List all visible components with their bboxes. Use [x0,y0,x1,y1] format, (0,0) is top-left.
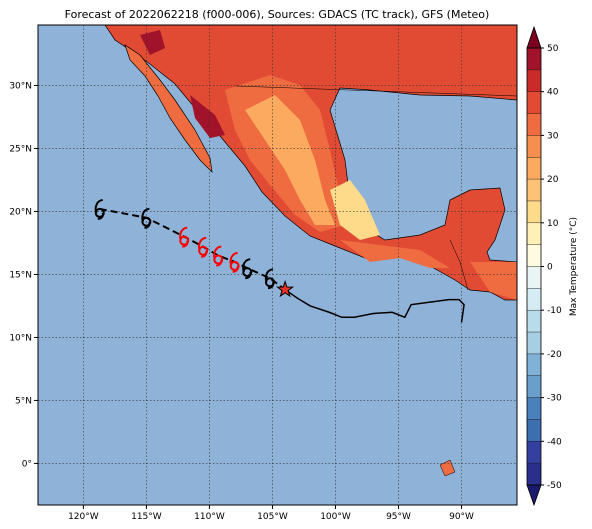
colorbar-segment [527,288,541,311]
temperature-region [330,180,380,240]
cyclone-symbol [179,226,190,248]
colorbar-segment [527,113,541,136]
colorbar-tick-label: 50 [547,44,559,54]
colorbar-segment [527,179,541,201]
colorbar-segment [527,332,541,354]
colorbar-segment [527,353,541,376]
colorbar-tick-label: 40 [547,88,559,98]
colorbar-segment [527,157,541,180]
cyclone-symbol [198,236,209,258]
colorbar-extend-low [526,484,542,507]
colorbar-segment [527,310,541,333]
forecast-track [99,207,286,291]
temperature-region [190,95,225,138]
colorbar-segment [527,244,541,267]
x-tick-label: 115°W [131,512,162,522]
colorbar-tick-label: -30 [547,394,562,404]
x-tick-label: 90°W [449,512,474,522]
colorbar-segment [527,91,541,114]
y-tick-label: 25°N [9,144,32,154]
colorbar-segment [527,200,541,223]
cyclone-symbol [264,268,275,290]
temperature-region [470,262,517,300]
x-tick-label: 95°W [386,512,411,522]
map-frame [37,24,518,506]
cyclone-symbol [141,207,152,229]
colorbar-label: Max Temperature (°C) [569,217,579,316]
past-track [284,288,465,323]
y-tick-label: 5°N [15,396,32,406]
colorbar-tick-label: 20 [547,175,559,185]
x-tick-label: 105°W [257,512,288,522]
x-tick-label: 110°W [194,512,225,522]
y-tick-label: 0° [22,459,32,469]
temperature-region [340,240,450,268]
cyclone-symbol [229,251,240,273]
colorbar-tick-label: 0 [547,263,553,273]
y-tick-label: 30°N [9,81,32,91]
colorbar-tick-label: -50 [547,481,562,491]
land [104,25,517,477]
colorbar-segment [527,69,541,92]
colorbar-segment [527,222,541,245]
colorbar-segment [527,419,541,442]
colorbar-tick-label: 30 [547,131,559,141]
island [439,459,456,477]
baja-peninsula [124,44,213,173]
colorbar-tick-label: -40 [547,437,562,447]
cyclone-symbol [94,198,105,220]
colorbar-tick-label: 10 [547,219,559,229]
cyclone-symbol [242,258,253,280]
colorbar-extend-high [526,25,542,49]
y-tick-label: 15°N [9,270,32,280]
border [235,85,517,97]
cyclone-symbol [213,245,224,267]
map-title: Forecast of 2022062218 (f000-006), Sourc… [65,8,490,21]
temperature-region [245,95,335,225]
colorbar-segment [527,266,541,289]
border [449,239,469,291]
colorbar-segment [527,135,541,158]
colorbar-tick-label: -20 [547,350,562,360]
colorbar-segment [527,375,541,398]
x-tick-label: 120°W [68,512,99,522]
colorbar-tick-label: -10 [547,306,562,316]
current-position [276,280,295,298]
colorbar-segment [527,463,541,485]
colorbar-segment [527,48,541,70]
colorbar-segment [527,397,541,420]
colorbar-segment [527,441,541,464]
y-tick-label: 10°N [9,333,32,343]
y-tick-label: 20°N [9,207,32,217]
x-tick-label: 100°W [320,512,351,522]
